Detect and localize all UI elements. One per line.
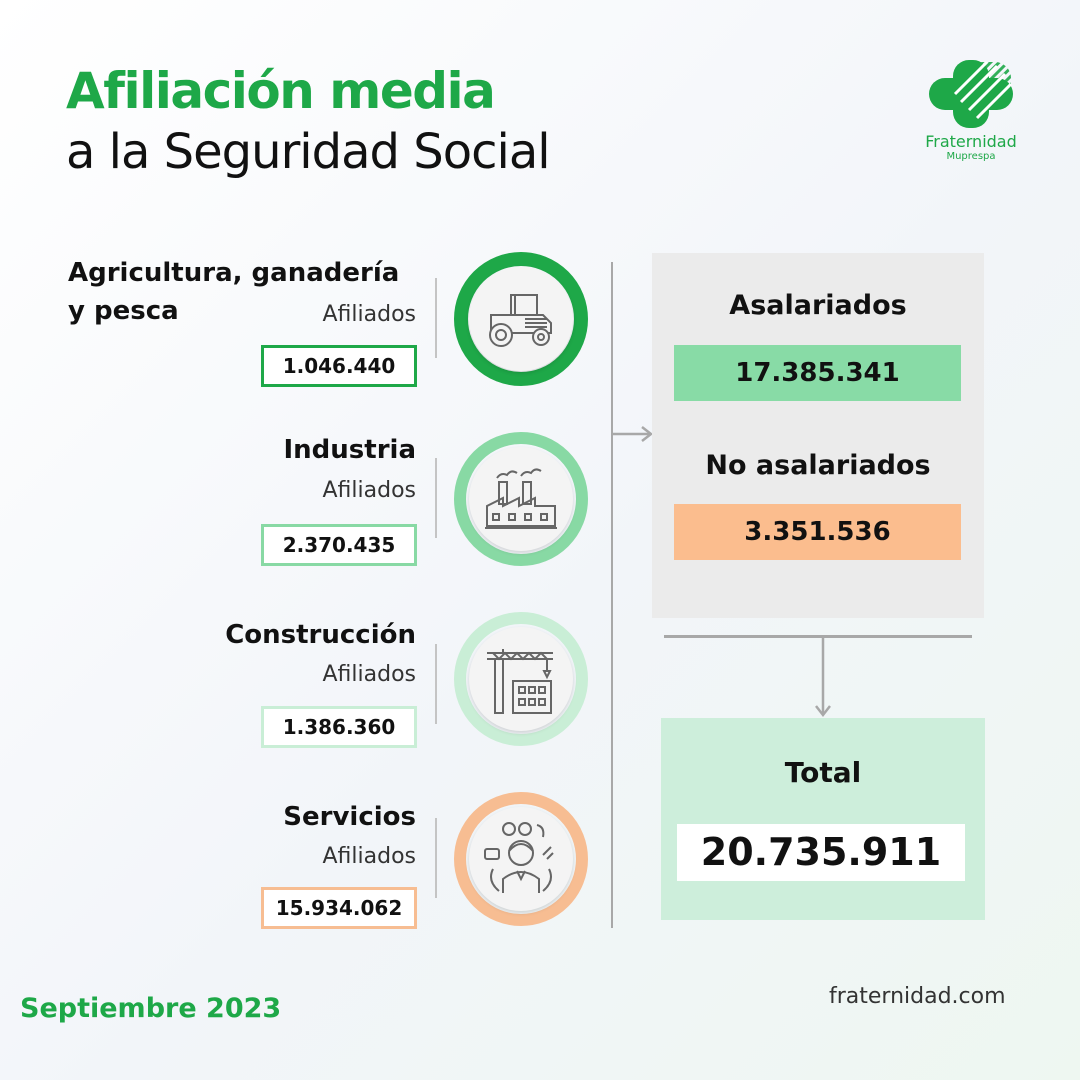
logo-subtitle: Muprespa: [946, 151, 996, 162]
customer-service-icon: [484, 822, 554, 893]
divider: [435, 644, 437, 724]
arrow-down-icon: [815, 636, 831, 718]
fraternidad-logo[interactable]: Fraternidad Muprespa: [916, 58, 1026, 162]
afiliados-label: Afiliados: [322, 662, 417, 687]
connector-line: [611, 262, 613, 928]
tractor-icon: [489, 294, 552, 347]
divider: [435, 278, 437, 358]
value-industria: 2.370.435: [261, 524, 417, 566]
asalariados-label: Asalariados: [729, 290, 907, 321]
sector-name-servicios: Servicios: [283, 802, 416, 832]
sector-name-agricultura: Agricultura, ganadería y pesca: [68, 258, 400, 326]
connector-line: [664, 635, 972, 638]
sector-icon-circle: [454, 432, 588, 566]
total-label: Total: [784, 756, 862, 789]
afiliados-label: Afiliados: [322, 478, 417, 503]
total-value: 20.735.911: [677, 824, 965, 881]
date-label: Septiembre 2023: [20, 993, 282, 1024]
value-agricultura: 1.046.440: [261, 345, 417, 387]
construction-crane-icon: [487, 649, 553, 714]
value-construccion: 1.386.360: [261, 706, 417, 748]
value-servicios: 15.934.062: [261, 887, 417, 929]
asalariados-value: 17.385.341: [674, 345, 961, 401]
website-link[interactable]: fraternidad.com: [829, 984, 1006, 1009]
factory-icon: [485, 468, 557, 529]
sector-name-industria: Industria: [283, 435, 417, 465]
fraternidad-cross-logo-icon: [929, 60, 1013, 128]
logo-name: Fraternidad: [925, 132, 1017, 151]
sector-icon-circle: [454, 792, 588, 926]
divider: [435, 818, 437, 898]
arrow-right-icon: [612, 426, 654, 442]
afiliados-label: Afiliados: [322, 302, 417, 327]
afiliados-label: Afiliados: [322, 844, 417, 869]
sector-icon-circle: [454, 252, 588, 386]
title-line-2: a la Seguridad Social: [66, 124, 551, 180]
sector-icon-circle: [454, 612, 588, 746]
no-asalariados-label: No asalariados: [705, 450, 931, 481]
divider: [435, 458, 437, 538]
title-line-1: Afiliación media: [66, 62, 496, 120]
total-panel: [661, 718, 985, 920]
sector-name-construccion: Construcción: [225, 620, 416, 650]
no-asalariados-value: 3.351.536: [674, 504, 961, 560]
